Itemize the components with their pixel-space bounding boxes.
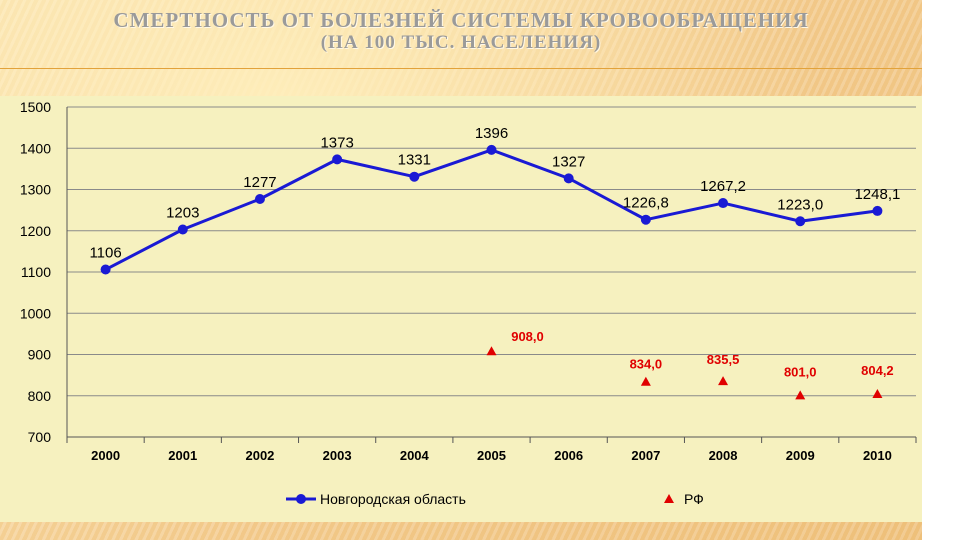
y-tick-label: 1500 [20,99,51,115]
y-tick-label: 900 [28,347,52,363]
data-label: 801,0 [784,364,817,379]
x-tick-label: 2003 [323,448,352,463]
legend-circle-marker [296,494,306,504]
data-label: 1226,8 [623,195,669,212]
data-point-triangle [795,390,806,400]
data-point [872,205,883,216]
data-label: 835,5 [707,352,740,367]
x-tick-label: 2000 [91,448,120,463]
data-label: 834,0 [630,357,663,372]
data-point [409,171,420,182]
data-point [486,144,497,155]
x-tick-label: 2008 [709,448,738,463]
y-tick-label: 1100 [21,264,51,280]
y-axis-tick-labels: 700 800 900 1000 1100 1200 1300 1400 1500 [20,99,51,445]
data-point [100,264,111,275]
x-tick-label: 2004 [400,448,430,463]
legend-triangle-marker [664,494,674,503]
chart-area [0,96,922,522]
y-tick-label: 1300 [20,182,51,198]
y-tick-label: 1200 [20,223,51,239]
series-line-0 [104,148,878,271]
x-tick-label: 2009 [786,448,815,463]
data-label: 1223,0 [777,196,823,213]
legend-label: Новгородская область [320,491,466,507]
data-label: 1373 [320,134,353,151]
data-label: 1277 [243,174,276,191]
data-label: 1331 [398,152,431,169]
gridlines [67,106,916,438]
x-tick-label: 2006 [554,448,583,463]
x-tick-label: 2005 [477,448,506,463]
data-point [640,214,651,225]
slide-title: СМЕРТНОСТЬ ОТ БОЛЕЗНЕЙ СИСТЕМЫ КРОВООБРА… [113,8,809,32]
x-tick-label: 2002 [245,448,274,463]
data-label: 1267,2 [700,178,746,195]
data-label: 1203 [166,205,199,222]
data-point-triangle [486,346,497,356]
legend: Новгородская область РФ [286,491,704,507]
data-label: 1327 [552,153,585,170]
x-axis-tick-labels: 2000 2001 2002 2003 2004 2005 2006 2007 2008 2009… [91,448,892,463]
data-point [254,193,265,204]
y-tick-label: 1000 [20,305,51,321]
data-point [332,154,343,165]
data-point [718,198,729,209]
title-divider [0,68,922,69]
data-label: 804,2 [861,363,894,378]
slide-subtitle: (НА 100 ТЫС. НАСЕЛЕНИЯ) [320,32,602,53]
x-tick-label: 2010 [863,448,892,463]
data-point-triangle [718,376,729,386]
data-point [563,173,574,184]
x-tick-label: 2001 [168,448,197,463]
data-label: 1248,1 [854,186,900,203]
data-point-triangle [640,376,651,386]
data-label: 1106 [89,245,121,262]
data-point-triangle [872,389,883,399]
legend-label: РФ [684,491,704,507]
data-labels: 1106 1203 1277 1373 1331 1396 1327 1226,8 1267,2… [89,125,900,379]
series-layer [100,144,883,400]
data-point [795,216,806,227]
data-label: 1396 [475,125,508,142]
data-label: 908,0 [511,329,544,344]
y-tick-label: 800 [28,388,52,404]
axes [66,107,917,443]
x-tick-label: 2007 [631,448,660,463]
y-tick-label: 1400 [20,140,51,156]
data-point [177,224,188,235]
y-tick-label: 700 [28,429,52,445]
